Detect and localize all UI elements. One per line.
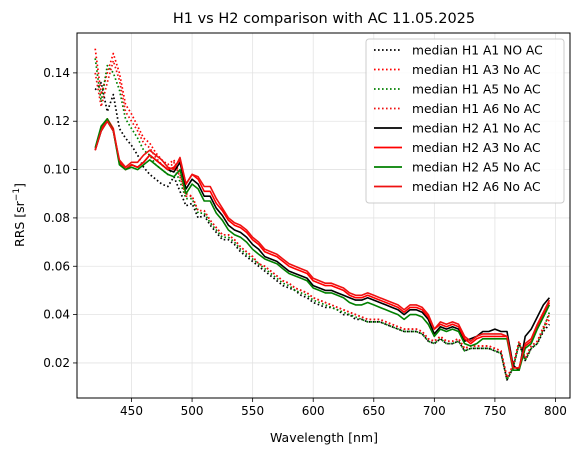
legend-label: median H1 A1 NO AC bbox=[412, 44, 543, 58]
y-tick-label: 0.04 bbox=[43, 308, 70, 322]
legend-box bbox=[365, 38, 565, 204]
legend-label: median H2 A3 No AC bbox=[412, 141, 541, 155]
y-axis-ticks: 0.02 0.04 0.06 0.08 0.10 0.12 0.14 bbox=[43, 66, 77, 370]
y-axis-label-main: RRS [sr bbox=[12, 200, 27, 247]
series-line-5 bbox=[94, 120, 551, 372]
x-tick-label: 500 bbox=[181, 404, 204, 418]
legend-label: median H1 A6 No AC bbox=[412, 102, 541, 116]
y-axis-label-superscript: −1 bbox=[12, 188, 22, 201]
x-tick-label: 650 bbox=[362, 404, 385, 418]
y-tick-label: 0.02 bbox=[43, 356, 70, 370]
x-tick-label: 750 bbox=[483, 404, 506, 418]
y-axis-label: RRS [sr−1] bbox=[12, 183, 27, 247]
y-tick-label: 0.12 bbox=[43, 114, 70, 128]
y-tick-label: 0.08 bbox=[43, 211, 70, 225]
y-tick-label: 0.06 bbox=[43, 259, 70, 273]
x-tick-label: 450 bbox=[120, 404, 143, 418]
plot-area-frame bbox=[76, 32, 571, 399]
x-tick-label: 700 bbox=[423, 404, 446, 418]
legend-label: median H1 A5 No AC bbox=[412, 83, 541, 97]
legend-label: median H1 A3 No AC bbox=[412, 63, 541, 77]
y-axis-label-close: ] bbox=[12, 183, 27, 188]
y-tick-label: 0.14 bbox=[43, 66, 70, 80]
x-tick-label: 600 bbox=[302, 404, 325, 418]
x-axis-label: Wavelength [nm] bbox=[270, 430, 378, 445]
series-line-8 bbox=[94, 120, 551, 369]
series-line-4 bbox=[94, 59, 551, 379]
x-tick-label: 800 bbox=[544, 404, 567, 418]
legend: median H1 A1 NO AC median H1 A3 No AC medi… bbox=[365, 38, 565, 204]
plot-lines bbox=[94, 48, 551, 381]
series-line-7 bbox=[94, 118, 551, 372]
x-tick-label: 550 bbox=[241, 404, 264, 418]
x-axis-ticks: 450 500 550 600 650 700 750 800 bbox=[120, 398, 567, 418]
legend-label: median H2 A6 No AC bbox=[412, 180, 541, 194]
chart-title: H1 vs H2 comparison with AC 11.05.2025 bbox=[173, 11, 475, 27]
y-tick-label: 0.10 bbox=[43, 163, 70, 177]
legend-label: median H2 A1 No AC bbox=[412, 122, 541, 136]
series-line-1 bbox=[94, 81, 551, 381]
legend-label: median H2 A5 No AC bbox=[412, 161, 541, 175]
